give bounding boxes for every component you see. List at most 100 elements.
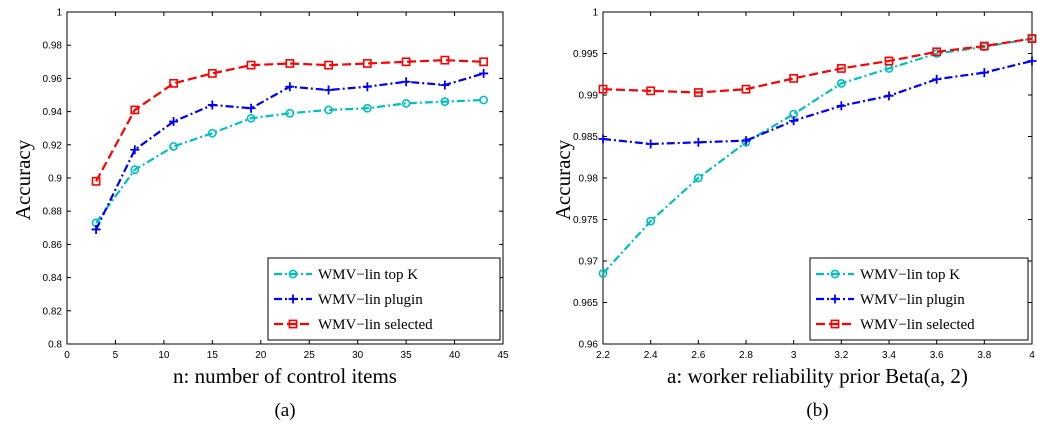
data-point [130, 105, 140, 115]
data-point [836, 101, 846, 111]
x-tick-label: 15 [207, 350, 219, 361]
data-point [285, 59, 295, 68]
legend-label: WMV−lin top K [860, 267, 960, 283]
legend-swatch-marker [830, 294, 840, 304]
y-tick-label: 0.8 [48, 340, 62, 351]
data-point [979, 41, 989, 51]
x-tick-label: 3.4 [882, 350, 896, 361]
series-2 [598, 56, 1037, 149]
data-point [169, 117, 179, 127]
legend-label: WMV−lin plugin [860, 292, 965, 308]
data-point [1027, 34, 1037, 43]
data-point [169, 78, 178, 88]
x-tick-label: 3.8 [977, 350, 991, 361]
data-point [598, 84, 608, 94]
data-point [479, 68, 489, 78]
y-tick-label: 1 [592, 8, 598, 19]
data-point [324, 85, 334, 95]
data-point [130, 145, 140, 155]
legend-entry: WMV−lin selected [816, 317, 975, 333]
data-point [693, 173, 703, 183]
legend-label: WMV−lin plugin [318, 292, 423, 308]
legend-box [809, 257, 1029, 341]
legend-entry: WMV−lin top K [816, 267, 960, 283]
x-axis-label: a: worker reliability prior Beta(a, 2) [667, 364, 968, 388]
data-point [401, 57, 411, 67]
legend-entry: WMV−lin top K [274, 267, 418, 283]
data-point [324, 60, 333, 70]
chart-panel-2: 2.2 2.4 2.6 2.8 3 3.2 3.4 3.6 3.8 4 0.96 0.965 0.97 0… [551, 8, 1037, 421]
legend: WMV−lin top K WMV−lin plugin WMV−lin selec… [267, 257, 501, 341]
panel-label: (b) [806, 400, 828, 421]
y-axis-label: Accuracy [11, 139, 35, 220]
panel-label: (a) [274, 400, 295, 421]
data-point [741, 84, 751, 94]
y-tick-label: 0.82 [43, 306, 63, 317]
y-tick-label: 1 [56, 8, 62, 19]
data-point [130, 165, 140, 175]
data-point [440, 80, 450, 90]
data-point [789, 74, 799, 83]
x-tick-label: 2.6 [691, 350, 705, 361]
series-line [95, 59, 484, 182]
legend-swatch-marker [830, 269, 840, 279]
legend-swatch-marker [288, 269, 298, 279]
legend-entry: WMV−lin selected [274, 317, 433, 333]
x-tick-label: 4 [1029, 350, 1035, 361]
x-tick-label: 25 [304, 350, 316, 361]
x-tick-label: 20 [255, 350, 267, 361]
data-point [91, 176, 101, 186]
series-line [602, 59, 1033, 146]
legend: WMV−lin top K WMV−lin plugin WMV−lin selec… [809, 257, 1029, 341]
y-tick-label: 0.86 [43, 240, 63, 251]
legend-entry: WMV−lin plugin [816, 292, 965, 308]
legend-swatch-marker [288, 319, 298, 329]
chart-panel-1: 0 5 10 15 20 25 30 35 40 45 0.8 0.82 0.84 0.86 0.88 0.9… [11, 8, 509, 422]
data-point [285, 82, 295, 92]
y-tick-label: 0.965 [573, 298, 598, 309]
legend-swatch-marker [288, 294, 298, 304]
x-tick-label: 40 [449, 350, 461, 361]
y-tick-label: 0.96 [43, 74, 63, 85]
data-point [884, 91, 894, 101]
y-tick-label: 0.94 [43, 107, 63, 118]
data-point [91, 224, 101, 234]
y-tick-label: 0.99 [579, 91, 599, 102]
data-point [741, 136, 751, 146]
y-tick-label: 0.995 [573, 49, 598, 60]
data-point [401, 98, 411, 108]
data-point [246, 60, 256, 70]
x-tick-label: 5 [113, 350, 119, 361]
data-point [246, 113, 256, 123]
data-point [362, 103, 372, 113]
data-point [646, 139, 656, 149]
data-point [836, 64, 846, 73]
y-tick-label: 0.9 [48, 174, 62, 185]
data-point [646, 86, 656, 96]
legend-label: WMV−lin top K [318, 267, 418, 283]
x-tick-label: 45 [497, 350, 509, 361]
data-point [979, 68, 989, 78]
data-point [207, 69, 217, 78]
x-tick-label: 3.2 [834, 350, 848, 361]
x-tick-label: 2.8 [739, 350, 753, 361]
series-2 [91, 68, 489, 234]
legend-label: WMV−lin selected [860, 317, 975, 333]
y-tick-label: 0.98 [43, 41, 63, 52]
series-3 [598, 34, 1037, 97]
legend-swatch-marker [830, 319, 840, 329]
legend-label: WMV−lin selected [318, 317, 433, 333]
data-point [324, 105, 333, 115]
series-line [602, 37, 1033, 94]
data-point [362, 82, 372, 92]
x-axis-label: n: number of control items [173, 364, 397, 388]
x-tick-label: 2.4 [644, 350, 658, 361]
x-tick-label: 3.6 [930, 350, 944, 361]
data-point [693, 137, 703, 147]
y-tick-label: 0.985 [573, 132, 598, 143]
data-point [932, 74, 942, 84]
data-point [836, 78, 846, 88]
y-tick-label: 0.98 [579, 174, 599, 185]
x-tick-label: 30 [352, 350, 364, 361]
